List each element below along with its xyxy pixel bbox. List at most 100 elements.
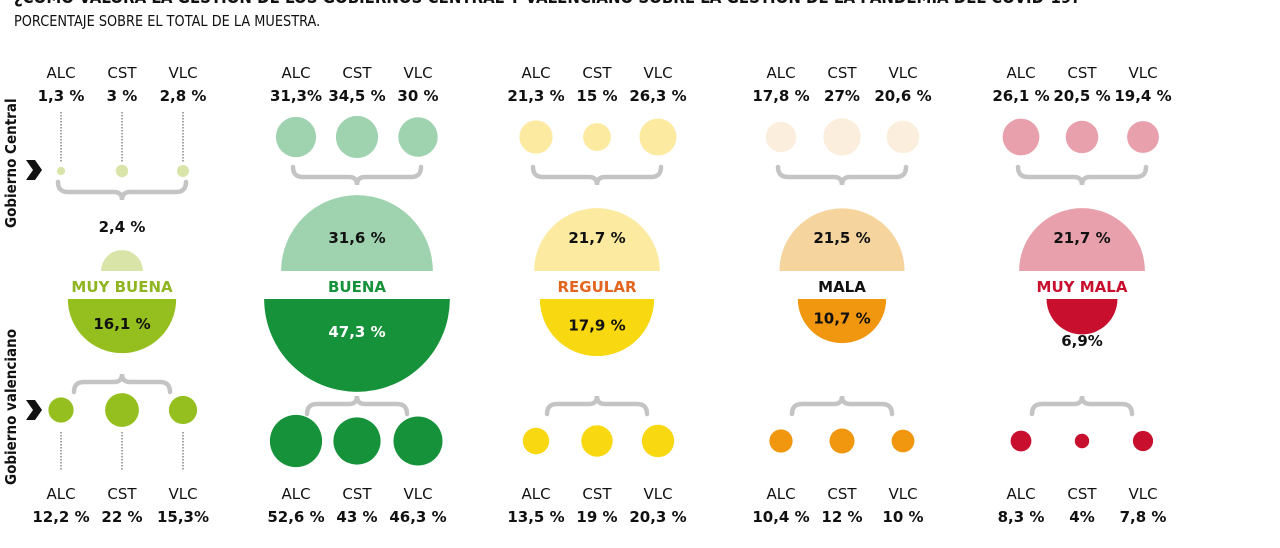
- region-value-central: 20,5 %: [1053, 87, 1110, 105]
- region-value-central: 31,3%: [270, 87, 322, 105]
- region-bubble-valenciano: [1074, 433, 1090, 449]
- category-label: MALA: [818, 278, 866, 296]
- region-label-central: CST: [827, 64, 857, 82]
- category-label: MUY MALA: [1037, 278, 1128, 296]
- region-label-central: ALC: [766, 64, 795, 82]
- region-bubble-valenciano: [168, 395, 198, 425]
- region-bubble-central: [335, 115, 379, 159]
- total-value-central: 21,5 %: [813, 229, 870, 247]
- region-value-valenciano: 7,8 %: [1120, 508, 1167, 526]
- region-bubble-valenciano: [522, 427, 550, 455]
- brace-central: [1015, 164, 1149, 186]
- region-bubble-central: [1002, 118, 1040, 156]
- chevron-right-icon-central: [26, 160, 42, 180]
- brace-valenciano: [304, 395, 410, 417]
- region-bubble-central: [56, 166, 66, 176]
- region-label-central: CST: [342, 64, 372, 82]
- region-label-valenciano: CST: [827, 485, 857, 503]
- total-dome-central: [779, 208, 905, 271]
- total-dome-central: [534, 208, 660, 271]
- region-value-valenciano: 20,3 %: [629, 508, 686, 526]
- region-value-valenciano: 22 %: [101, 508, 142, 526]
- total-bowl-valenciano: [539, 299, 655, 357]
- region-bubble-valenciano: [1132, 430, 1154, 452]
- total-value-central: 21,7 %: [568, 229, 625, 247]
- brace-central: [290, 164, 424, 186]
- total-bowl-valenciano: [797, 299, 887, 344]
- region-bubble-valenciano: [1010, 430, 1032, 452]
- region-label-valenciano: VLC: [1128, 485, 1157, 503]
- region-label-central: VLC: [168, 64, 197, 82]
- region-value-valenciano: 46,3 %: [389, 508, 446, 526]
- region-bubble-valenciano: [829, 428, 855, 454]
- chart-title: ¿CÓMO VALORA LA GESTIÓN DE LOS GOBIERNOS…: [14, 0, 1080, 8]
- region-label-valenciano: VLC: [403, 485, 432, 503]
- category-group-buena: ALC 31,3% CST 34,5 % VLC 30 % 31,6 % BUENA 47,3 …: [264, 64, 450, 526]
- region-bubble-valenciano: [769, 429, 793, 453]
- region-bubble-central: [275, 116, 317, 158]
- region-bubble-valenciano: [105, 393, 139, 427]
- total-value-valenciano: 6,9%: [1061, 332, 1103, 350]
- region-bubble-valenciano: [269, 414, 323, 468]
- brace-central: [775, 164, 909, 186]
- brace-central: [55, 179, 189, 201]
- region-value-central: 17,8 %: [752, 87, 809, 105]
- total-value-valenciano: 47,3 %: [328, 323, 385, 341]
- region-value-valenciano: 8,3 %: [998, 508, 1045, 526]
- region-bubble-central: [823, 118, 861, 156]
- region-label-central: ALC: [46, 64, 75, 82]
- region-label-central: CST: [1067, 64, 1097, 82]
- chevron-right-icon-valenciano: [26, 400, 42, 420]
- total-value-valenciano: 16,1 %: [93, 315, 150, 333]
- region-label-valenciano: VLC: [643, 485, 672, 503]
- region-label-valenciano: ALC: [281, 485, 310, 503]
- region-label-valenciano: CST: [107, 485, 137, 503]
- region-label-valenciano: VLC: [168, 485, 197, 503]
- region-value-valenciano: 12 %: [821, 508, 862, 526]
- region-value-valenciano: 10 %: [882, 508, 923, 526]
- region-label-central: ALC: [521, 64, 550, 82]
- category-label: REGULAR: [557, 278, 636, 296]
- region-value-valenciano: 10,4 %: [752, 508, 809, 526]
- region-bubble-central: [583, 123, 611, 151]
- region-bubble-central: [115, 164, 129, 178]
- region-value-central: 27%: [824, 87, 860, 105]
- region-value-central: 34,5 %: [328, 87, 385, 105]
- region-value-valenciano: 19 %: [576, 508, 617, 526]
- region-bubble-central: [765, 121, 797, 153]
- region-value-valenciano: 4%: [1069, 508, 1094, 526]
- region-label-valenciano: ALC: [1006, 485, 1035, 503]
- region-value-central: 15 %: [576, 87, 617, 105]
- region-bubble-central: [886, 120, 920, 154]
- brace-valenciano: [71, 373, 173, 395]
- total-dome-central: [281, 195, 433, 271]
- region-value-central: 20,6 %: [874, 87, 931, 105]
- region-label-central: CST: [582, 64, 612, 82]
- category-group-muy-buena: ALC 1,3 % CST 3 % VLC 2,8 % 2,4 % MUY BUENA 16,1…: [32, 64, 209, 526]
- region-label-central: VLC: [403, 64, 432, 82]
- region-label-valenciano: ALC: [521, 485, 550, 503]
- category-group-muy-mala: ALC 26,1 % CST 20,5 % VLC 19,4 % 21,7 % MUY MAL…: [992, 64, 1171, 526]
- chart-subtitle: PORCENTAJE SOBRE EL TOTAL DE LA MUESTRA.: [14, 12, 321, 30]
- region-bubble-central: [1127, 121, 1159, 153]
- total-bowl-valenciano: [67, 299, 177, 354]
- total-value-valenciano: 17,9 %: [568, 316, 625, 334]
- region-bubble-valenciano: [393, 416, 443, 466]
- region-value-valenciano: 12,2 %: [32, 508, 89, 526]
- region-value-central: 21,3 %: [507, 87, 564, 105]
- region-label-central: ALC: [1006, 64, 1035, 82]
- category-label: BUENA: [328, 278, 386, 296]
- region-label-central: VLC: [643, 64, 672, 82]
- brace-valenciano: [789, 395, 895, 417]
- total-value-central: 21,7 %: [1053, 229, 1110, 247]
- region-bubble-valenciano: [891, 429, 915, 453]
- region-value-valenciano: 15,3%: [157, 508, 209, 526]
- region-label-central: ALC: [281, 64, 310, 82]
- region-label-valenciano: ALC: [766, 485, 795, 503]
- region-value-central: 26,3 %: [629, 87, 686, 105]
- region-bubble-central: [398, 117, 438, 157]
- region-value-valenciano: 43 %: [336, 508, 377, 526]
- category-label: MUY BUENA: [71, 278, 173, 296]
- category-group-regular: ALC 21,3 % CST 15 % VLC 26,3 % 21,7 % REGULAR 17…: [507, 64, 686, 526]
